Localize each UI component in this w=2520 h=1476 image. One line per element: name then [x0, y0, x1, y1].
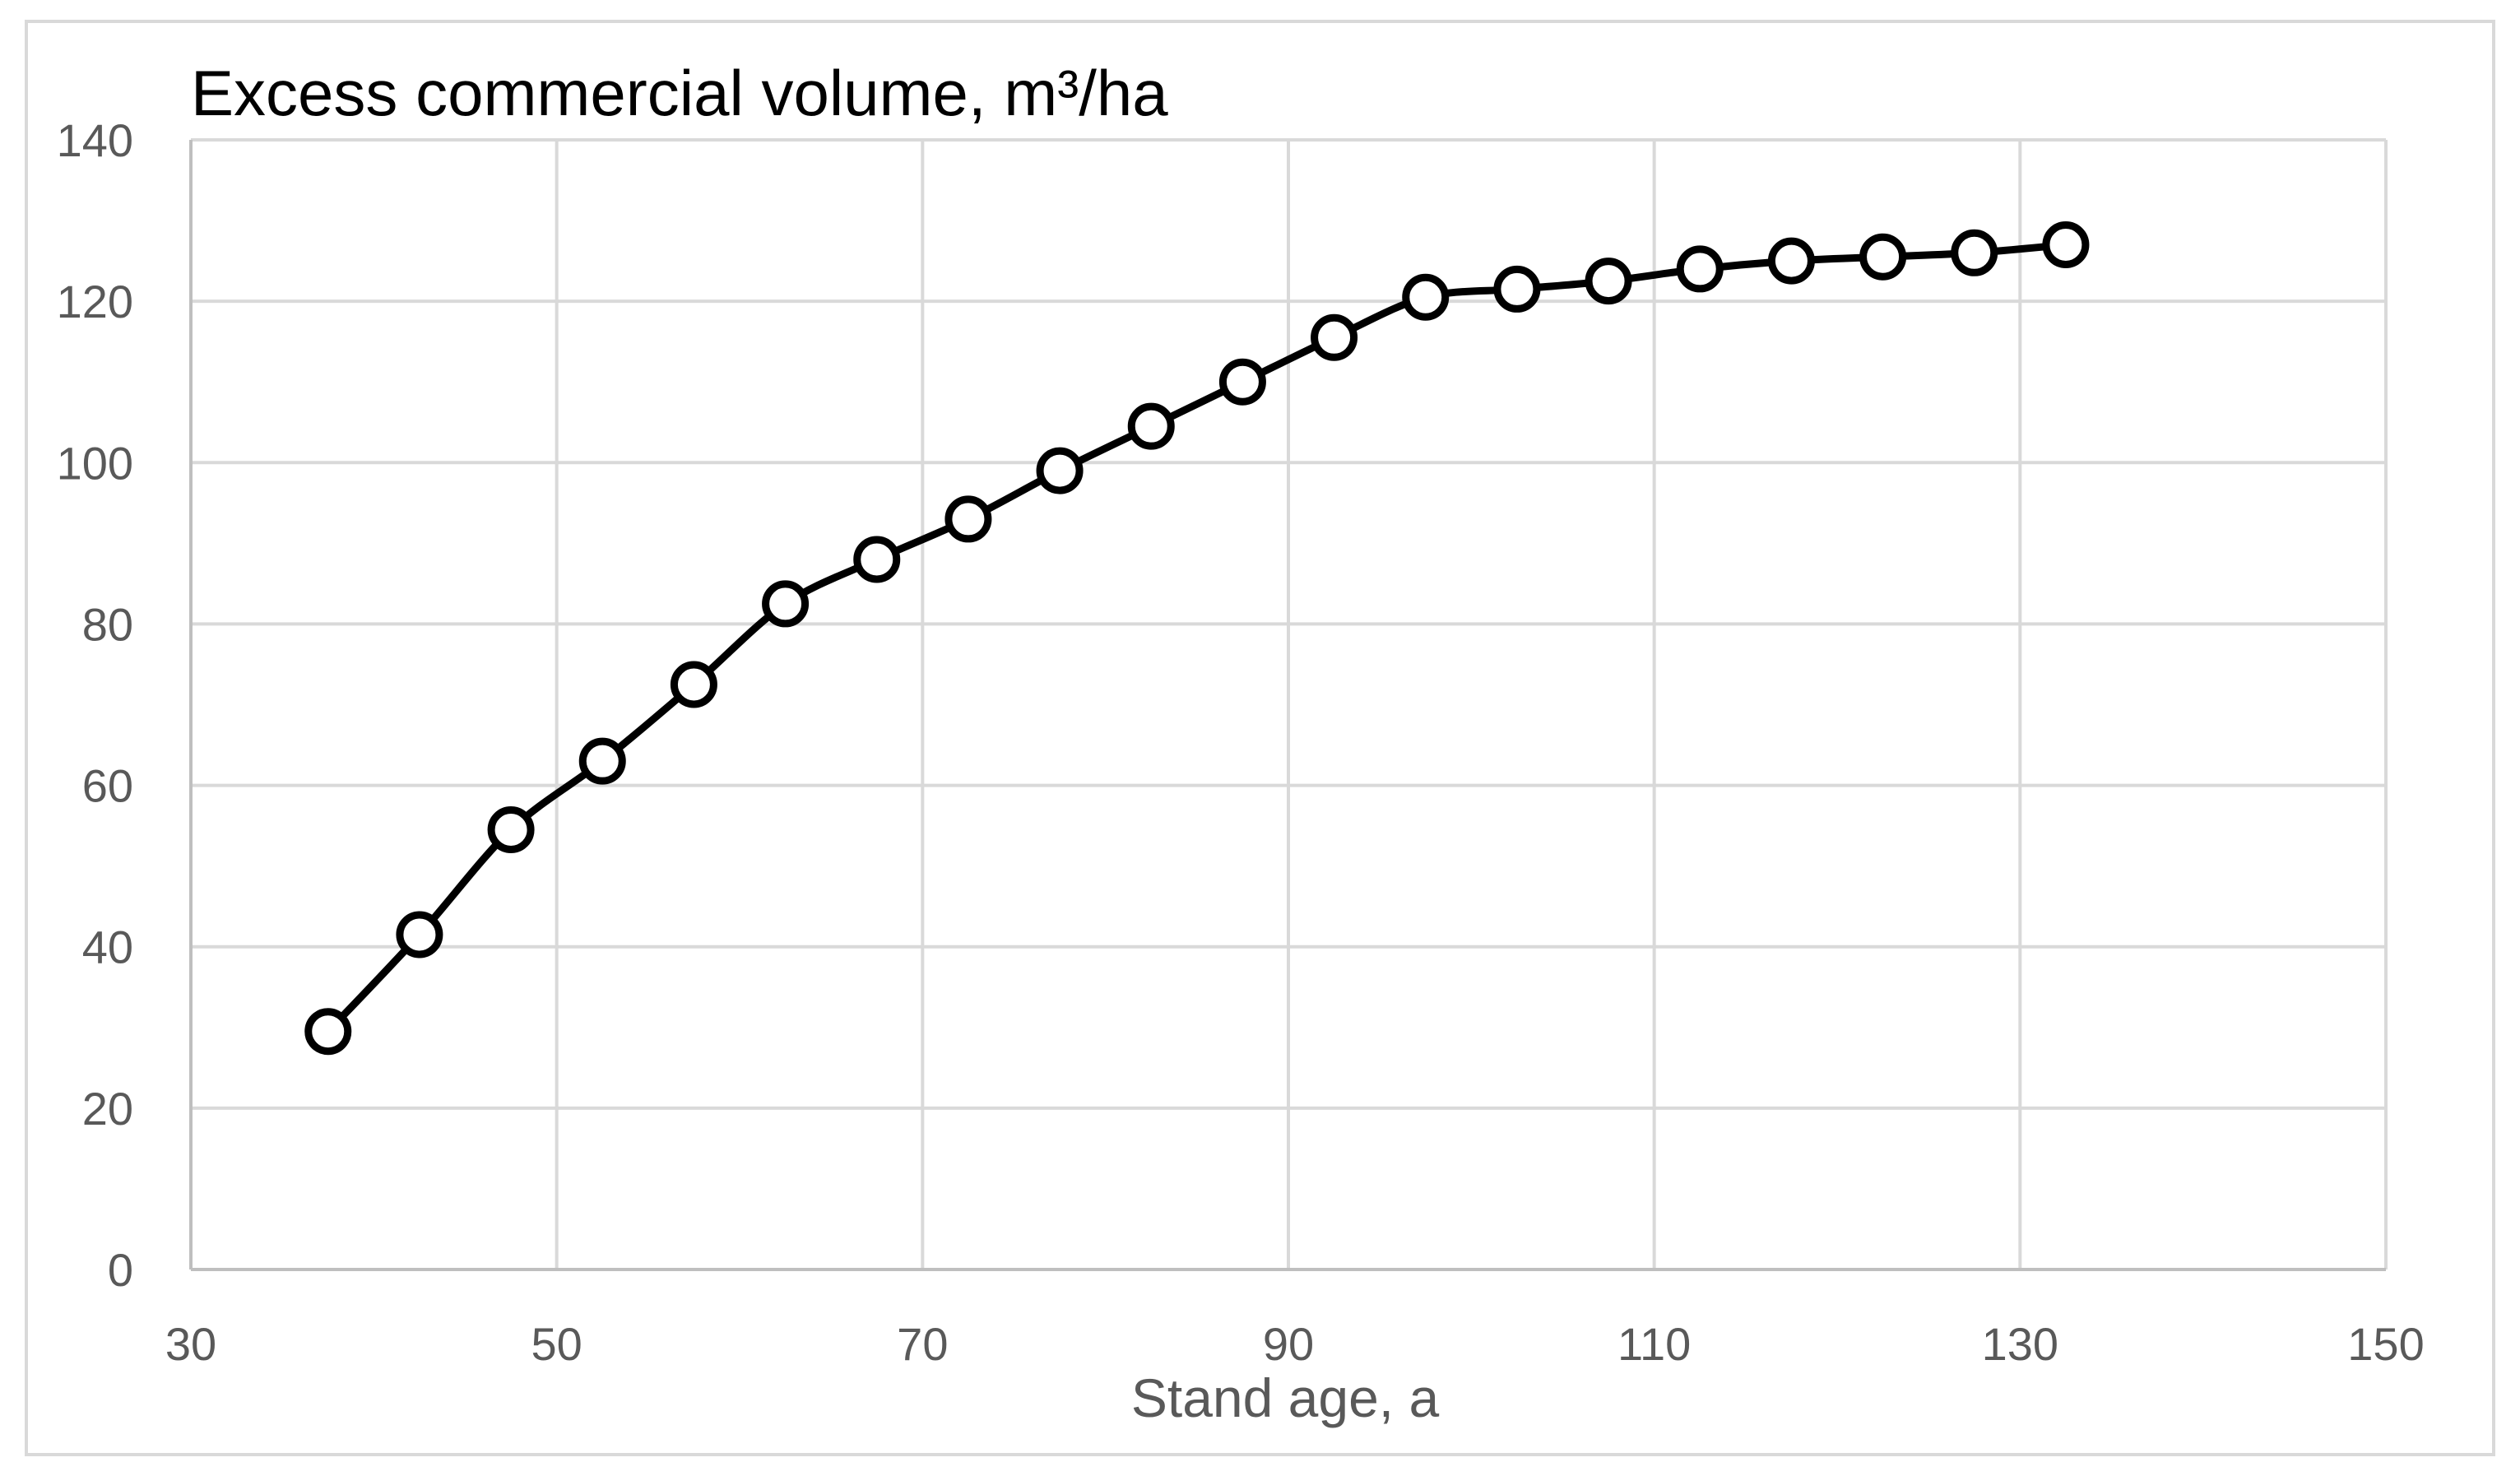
data-point	[1036, 447, 1084, 494]
marker-layer	[304, 220, 2090, 1056]
y-tick-label: 60	[82, 760, 133, 812]
x-axis-title: Stand age, a	[1131, 1367, 1440, 1428]
axis-layer	[189, 140, 2386, 1271]
data-point	[670, 661, 717, 708]
x-tick-label: 90	[1263, 1318, 1314, 1370]
data-point	[1402, 273, 1450, 321]
y-tick-label: 120	[57, 276, 133, 327]
x-tick-label: 70	[897, 1318, 948, 1370]
data-point	[2042, 220, 2090, 268]
data-point	[1859, 233, 1907, 281]
y-tick-label: 100	[57, 437, 133, 489]
data-point	[487, 806, 535, 854]
data-point	[1218, 358, 1266, 406]
data-point	[396, 911, 443, 958]
x-tick-label: 110	[1617, 1318, 1691, 1370]
y-tick-label: 40	[82, 921, 133, 973]
y-tick-label: 80	[82, 598, 133, 650]
y-tick-label: 140	[57, 114, 133, 166]
x-tick-label: 150	[2347, 1318, 2424, 1370]
data-point	[304, 1008, 352, 1056]
x-tick-label: 50	[531, 1318, 582, 1370]
data-point	[1311, 313, 1358, 361]
data-point	[1676, 245, 1724, 293]
data-point	[1951, 229, 1998, 276]
x-tick-label: 130	[1982, 1318, 2058, 1370]
x-tick-label: 30	[165, 1318, 216, 1370]
grid-layer	[191, 138, 2388, 1269]
data-point	[578, 737, 626, 785]
y-tick-label: 20	[82, 1083, 133, 1135]
chart-title: Excess commercial volume, m³/ha	[191, 57, 1168, 129]
data-point	[1493, 265, 1541, 313]
data-point	[1767, 237, 1815, 285]
data-point	[1127, 402, 1175, 450]
data-point	[762, 580, 810, 628]
y-tick-label: 0	[108, 1244, 133, 1296]
data-point	[1585, 258, 1632, 305]
series-line	[325, 241, 2067, 1034]
data-point	[853, 536, 901, 583]
text-layer: Excess commercial volume, m³/ha Stand ag…	[57, 57, 2425, 1428]
series-layer	[325, 241, 2067, 1034]
data-point	[944, 495, 992, 543]
